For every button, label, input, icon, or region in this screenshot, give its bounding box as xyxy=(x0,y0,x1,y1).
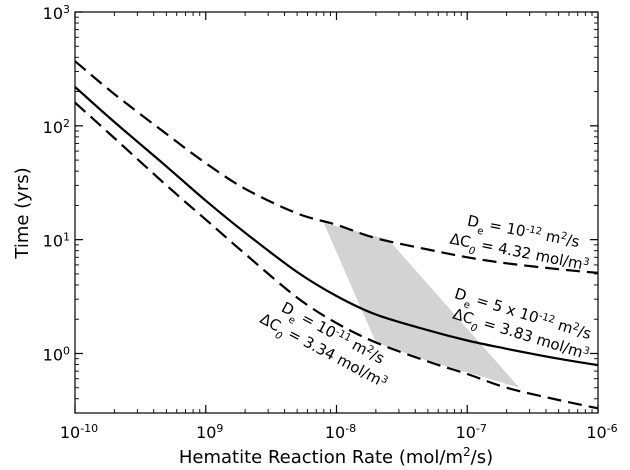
y-tick-label: 100 xyxy=(43,344,70,365)
x-tick-label: 10-7 xyxy=(456,422,487,443)
uncertainty-region xyxy=(323,223,520,388)
y-tick-label: 103 xyxy=(43,3,70,24)
x-axis-label: Hematite Reaction Rate (mol/m2/s) xyxy=(179,445,493,468)
series-line-0 xyxy=(74,60,599,274)
shaded-region-layer xyxy=(323,223,520,388)
tick-layer: 10-10 109 10-8 10-7 10-6 100 101 102 103 xyxy=(43,3,618,443)
x-tick-label: 10-8 xyxy=(325,422,356,443)
y-axis-label: Time (yrs) xyxy=(12,167,33,259)
y-tick-label: 101 xyxy=(43,230,70,251)
x-tick-label: 109 xyxy=(196,422,223,443)
y-tick-label: 102 xyxy=(43,116,70,137)
series-line-2 xyxy=(74,101,599,410)
x-tick-label: 10-10 xyxy=(60,422,98,443)
x-tick-label: 10-6 xyxy=(586,422,617,443)
annotation-upper: De = 10-12 m2/s ΔC0 = 4.32 mol/m3 xyxy=(448,212,590,273)
series-line-1 xyxy=(74,86,599,367)
series-layer xyxy=(74,60,599,410)
